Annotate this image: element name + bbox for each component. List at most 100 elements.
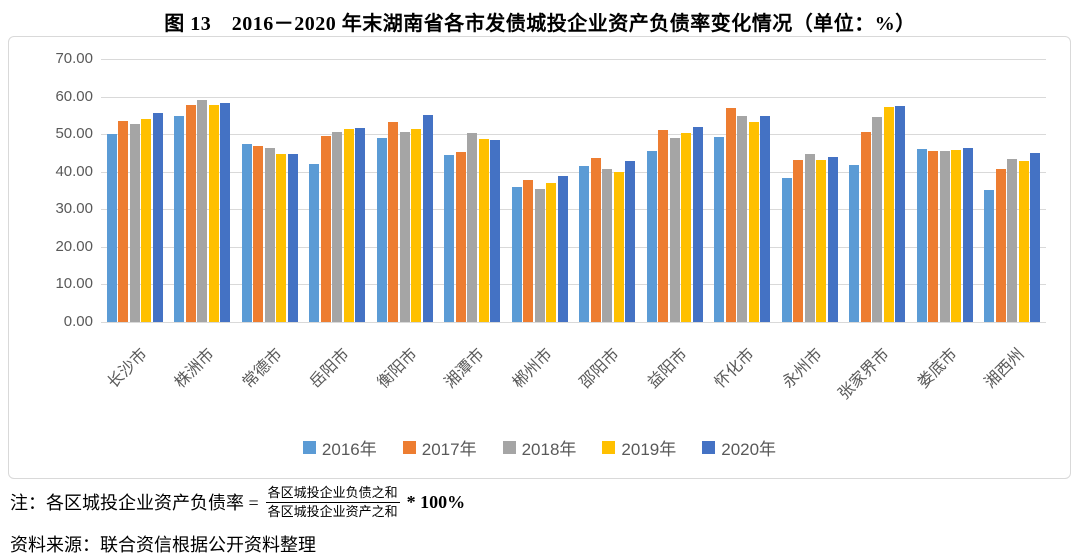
- bar: [849, 164, 860, 322]
- bar: [725, 107, 736, 322]
- gridline: [101, 246, 1046, 248]
- plot-area: [101, 59, 1046, 323]
- legend-item: 2019年: [602, 435, 676, 460]
- bar: [376, 137, 387, 322]
- legend-label: 2016年: [321, 440, 377, 459]
- x-axis-label: 株洲市: [172, 345, 219, 392]
- y-tick-label: 10.00: [55, 275, 93, 293]
- bar: [264, 147, 275, 322]
- bar: [816, 160, 827, 322]
- bar: [748, 121, 759, 322]
- bar: [511, 187, 522, 322]
- x-axis-label: 湘西州: [982, 345, 1029, 392]
- bar: [714, 137, 725, 322]
- bar: [197, 100, 208, 322]
- bar: [455, 151, 466, 322]
- note-suffix: * 100%: [406, 491, 466, 512]
- legend-swatch: [702, 441, 716, 454]
- x-axis-label: 益阳市: [644, 345, 691, 392]
- bar: [860, 131, 871, 322]
- x-axis-label: 岳阳市: [307, 345, 354, 392]
- legend-label: 2020年: [721, 440, 777, 459]
- bar: [793, 159, 804, 322]
- x-axis-label: 衡阳市: [374, 345, 421, 392]
- legend-label: 2017年: [421, 440, 477, 459]
- y-tick-label: 30.00: [55, 200, 93, 218]
- x-axis-label: 郴州市: [509, 345, 556, 392]
- bar: [760, 115, 771, 322]
- bar: [781, 178, 792, 322]
- legend: 2016年 2017年 2018年 2019年 2020年: [9, 435, 1070, 460]
- bar: [253, 145, 264, 322]
- bar: [669, 137, 680, 322]
- y-tick-label: 0.00: [63, 313, 93, 330]
- chart-title: 图 13 2016－2020 年末湖南省各市发债城投企业资产负债率变化情况（单位…: [164, 13, 916, 35]
- bar: [220, 102, 231, 322]
- x-axis-label: 娄底市: [914, 345, 961, 392]
- fraction-denominator: 各区城投企业资产之和: [267, 503, 398, 519]
- bar: [613, 171, 624, 322]
- note-prefix: 注：各区城投企业资产负债率 =: [10, 493, 259, 514]
- bar: [106, 133, 117, 322]
- bar: [174, 115, 185, 322]
- x-axis-label: 永州市: [779, 345, 826, 392]
- x-axis-label: 张家界市: [835, 345, 894, 404]
- bar: [388, 121, 399, 322]
- bar: [658, 130, 669, 322]
- legend-swatch: [302, 441, 316, 454]
- gridline: [101, 209, 1046, 211]
- bar: [827, 157, 838, 322]
- legend-item: 2020年: [702, 435, 776, 460]
- gridline: [101, 59, 1046, 60]
- bar: [579, 166, 590, 322]
- bar: [534, 188, 545, 322]
- bar: [872, 116, 883, 322]
- bar: [118, 120, 129, 322]
- bar: [287, 154, 298, 322]
- bar: [467, 132, 478, 322]
- bar: [916, 148, 927, 322]
- bar: [646, 151, 657, 322]
- bar: [883, 106, 894, 322]
- bar: [185, 104, 196, 322]
- y-tick-label: 70.00: [55, 50, 93, 67]
- legend-swatch: [402, 441, 416, 454]
- bar: [320, 135, 331, 322]
- x-axis-label: 邵阳市: [577, 345, 624, 392]
- gridline: [101, 134, 1046, 136]
- legend-swatch: [602, 441, 616, 454]
- legend-swatch: [502, 441, 516, 454]
- bar: [590, 158, 601, 322]
- note: 注：各区城投企业资产负债率 = 各区城投企业负债之和 各区城投企业资产之和 * …: [10, 484, 465, 520]
- y-tick-label: 40.00: [55, 162, 93, 180]
- bar: [309, 164, 320, 322]
- legend-label: 2018年: [521, 440, 577, 459]
- legend-item: 2017年: [402, 435, 477, 460]
- bar: [1007, 158, 1018, 322]
- y-tick-label: 60.00: [55, 87, 93, 105]
- gridline: [101, 171, 1046, 173]
- bar: [681, 132, 692, 322]
- bar: [546, 182, 557, 322]
- source-note: 资料来源：联合资信根据公开资料整理: [10, 535, 316, 555]
- bar: [141, 119, 152, 322]
- bar: [625, 160, 636, 322]
- x-axis-label: 常德市: [239, 345, 286, 392]
- bar: [411, 128, 422, 322]
- bar: [490, 139, 501, 322]
- bar: [939, 151, 950, 322]
- bar: [241, 143, 252, 322]
- legend-item: 2018年: [502, 435, 577, 460]
- bar: [928, 151, 939, 322]
- bar: [422, 114, 433, 322]
- bar: [129, 123, 140, 322]
- bar: [951, 149, 962, 322]
- bar: [444, 154, 455, 322]
- bar: [962, 147, 973, 322]
- gridline: [101, 284, 1046, 286]
- bar: [692, 127, 703, 322]
- legend-label: 2019年: [621, 440, 677, 459]
- legend-item: 2016年: [302, 435, 377, 460]
- bar: [152, 113, 163, 322]
